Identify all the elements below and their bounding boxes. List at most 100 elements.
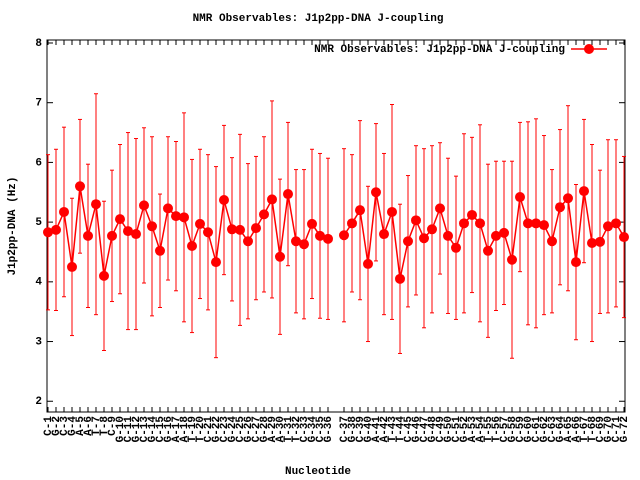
x-tick-label: G-34 [307, 416, 319, 443]
data-point [619, 232, 629, 243]
data-point [187, 241, 197, 252]
x-tick-label: G-36 [323, 416, 335, 442]
x-tick-label: C-59 [515, 416, 527, 442]
data-point [483, 245, 493, 256]
data-point [451, 242, 461, 253]
x-tick-label: C-47 [419, 416, 431, 442]
x-tick-label: A-65 [563, 416, 575, 443]
data-point [547, 236, 557, 247]
x-tick-label: A-66 [571, 416, 583, 442]
data-point [59, 206, 69, 217]
data-point [291, 236, 301, 247]
data-point [163, 203, 173, 214]
data-point [123, 226, 133, 237]
plot-frame [46, 39, 626, 413]
x-tick-label: G-4 [67, 416, 79, 436]
data-point [267, 194, 277, 205]
data-point [195, 218, 205, 229]
data-point [107, 230, 117, 241]
data-point [243, 236, 253, 247]
y-tick-label: 8 [35, 38, 42, 50]
x-tick-label: G-72 [619, 416, 631, 442]
y-tick-label: 4 [35, 277, 42, 289]
x-tick-label: G-28 [259, 416, 271, 443]
data-point [475, 218, 485, 229]
x-tick-label: C-25 [235, 416, 247, 443]
data-point [339, 230, 349, 241]
data-point [275, 251, 285, 262]
x-tick-label: G-70 [603, 416, 615, 442]
y-tick-label: 7 [35, 98, 42, 110]
x-tick-label: G-16 [163, 416, 175, 442]
data-point [307, 218, 317, 229]
x-tick-label: G-22 [211, 416, 223, 442]
x-tick-label: C-35 [315, 416, 327, 443]
legend-label: NMR Observables: J1p2pp-DNA J-coupling [314, 44, 565, 56]
x-tick-label: G-58 [507, 416, 519, 443]
x-tick-label: A-6 [83, 416, 95, 436]
x-tick-label: G-62 [539, 416, 551, 442]
y-tick-label: 3 [35, 336, 42, 348]
data-point [43, 227, 53, 238]
data-point [155, 245, 165, 256]
x-tick-label: C-51 [451, 416, 463, 443]
data-point [467, 209, 477, 220]
x-tick-label: G-64 [555, 416, 567, 443]
data-point [51, 224, 61, 235]
data-point [595, 236, 605, 247]
x-tick-label: T-44 [395, 416, 407, 443]
x-tick-label: A-54 [475, 416, 487, 443]
x-tick-label: T-32 [291, 416, 303, 442]
data-point [603, 221, 613, 232]
data-point [283, 189, 293, 200]
data-point [499, 227, 509, 238]
data-point [203, 227, 213, 238]
x-tick-label: C-13 [139, 416, 151, 443]
data-point [531, 218, 541, 229]
x-axis-label: Nucleotide [285, 466, 351, 478]
data-point [131, 229, 141, 240]
x-tick-label: C-9 [107, 416, 119, 436]
data-point [91, 199, 101, 210]
x-tick-label: C-15 [155, 416, 167, 443]
data-point [171, 211, 181, 222]
data-point [571, 257, 581, 268]
data-point [579, 186, 589, 197]
x-tick-label: C-39 [355, 416, 367, 442]
x-tick-label: T-68 [587, 416, 599, 443]
data-point [395, 273, 405, 284]
data-point [403, 236, 413, 247]
x-tick-label: C-49 [435, 416, 447, 442]
x-tick-label: C-69 [595, 416, 607, 442]
x-tick-label: G-12 [131, 416, 143, 442]
x-tick-label: G-38 [347, 416, 359, 443]
x-tick-label: C-37 [339, 416, 351, 442]
data-point [411, 215, 421, 226]
y-tick-label: 6 [35, 157, 42, 169]
x-tick-label: C-27 [251, 416, 263, 442]
x-tick-label: C-57 [499, 416, 511, 442]
x-tick-label: G-10 [115, 416, 127, 442]
x-tick-label: C-3 [59, 416, 71, 436]
x-tick-label: G-26 [243, 416, 255, 442]
data-point [347, 218, 357, 229]
x-tick-label: G-40 [363, 416, 375, 442]
data-point [315, 230, 325, 241]
x-tick-label: T-20 [195, 416, 207, 442]
y-tick-label: 5 [35, 217, 42, 229]
data-point [515, 192, 525, 203]
data-point [363, 258, 373, 269]
x-tick-label: C-23 [219, 416, 231, 443]
data-point [115, 214, 125, 225]
data-point [379, 229, 389, 240]
x-tick-label: C-61 [531, 416, 543, 443]
data-point [371, 187, 381, 198]
y-axis-label: J1p2pp-DNA (Hz) [7, 176, 19, 275]
x-tick-label: G-46 [411, 416, 423, 442]
data-point [179, 212, 189, 223]
data-point [563, 193, 573, 204]
x-tick-label: T-7 [91, 416, 103, 436]
x-tick-label: A-17 [171, 416, 183, 442]
y-tick-label: 2 [35, 396, 42, 408]
data-point [259, 209, 269, 220]
